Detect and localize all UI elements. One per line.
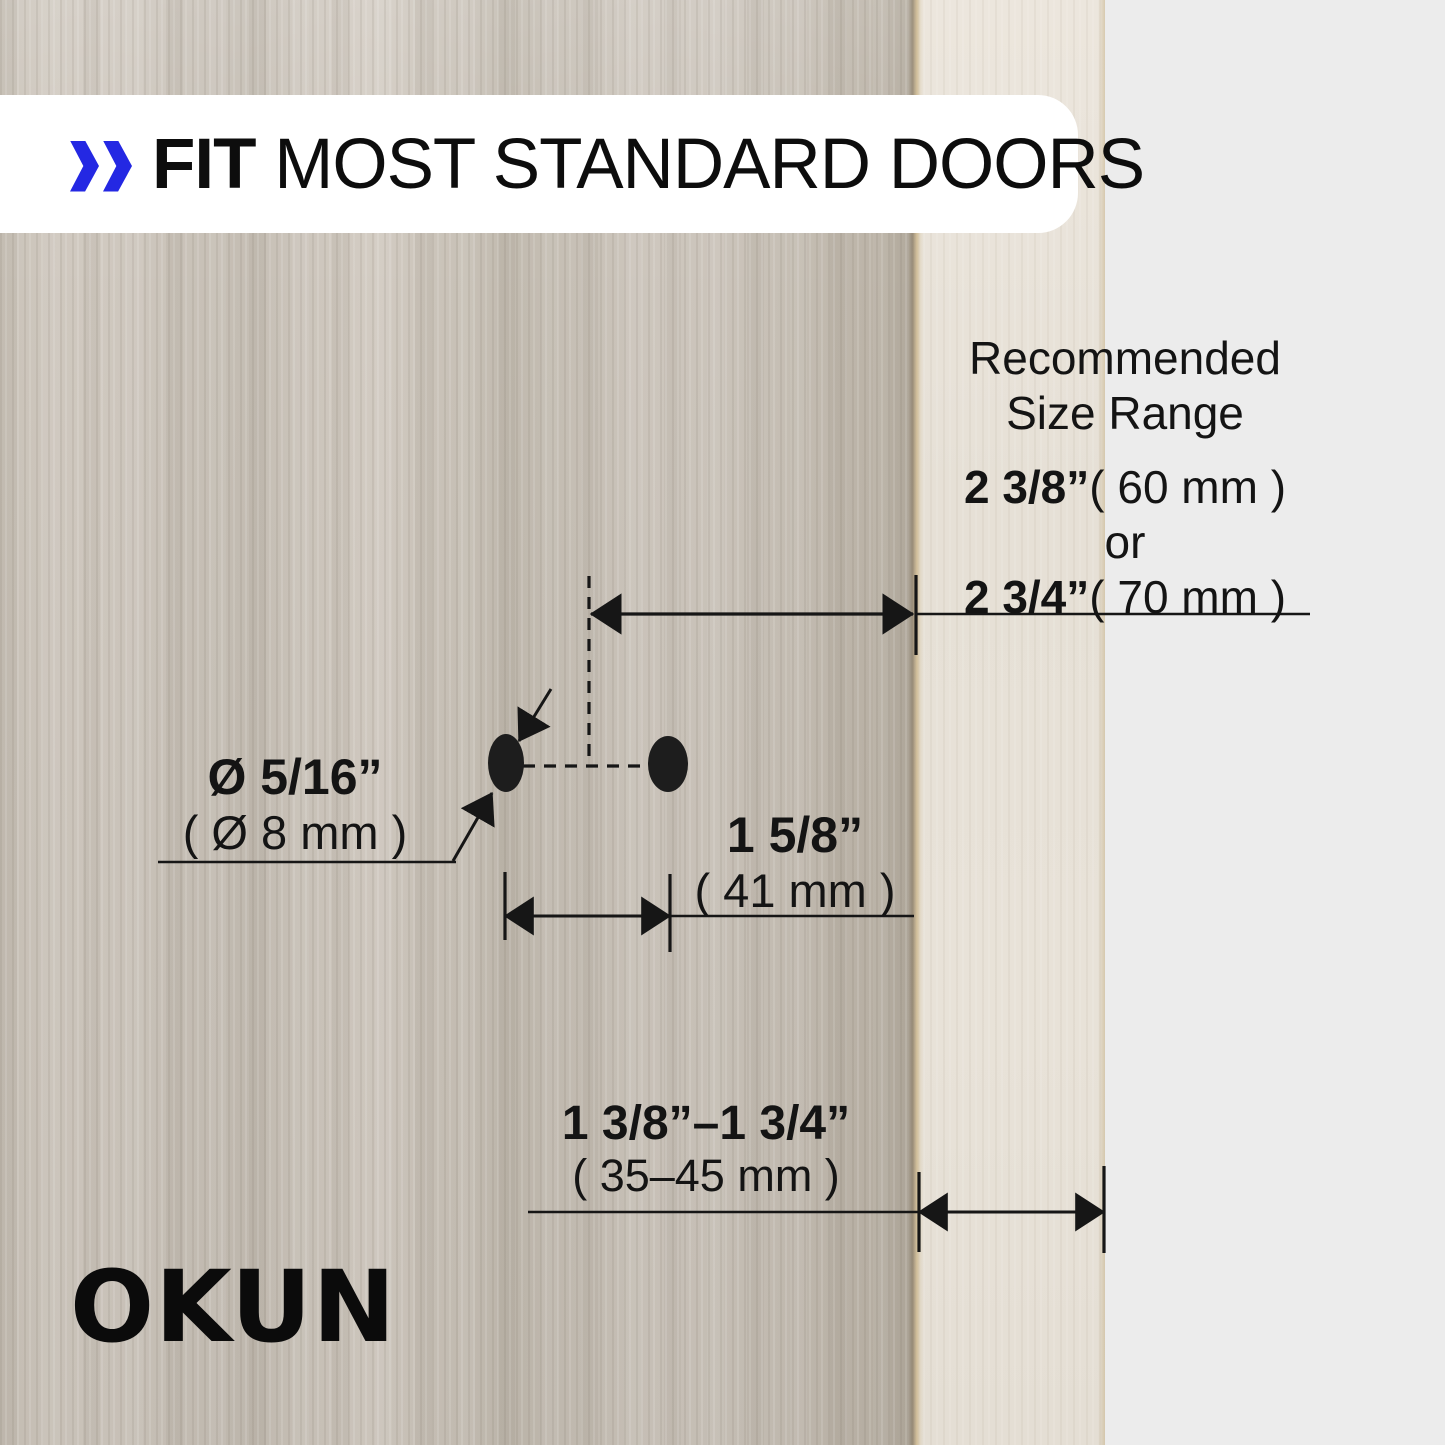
- hole-diameter-inches: Ø 5/16”: [207, 749, 383, 805]
- size-range-title-line2: Size Range: [1006, 387, 1244, 439]
- hole-diameter-label: Ø 5/16” ( Ø 8 mm ): [133, 750, 457, 860]
- hole-spacing-label: 1 5/8” ( 41 mm ): [650, 808, 940, 918]
- background: [1105, 0, 1445, 1445]
- recommended-size-range: Recommended Size Range 2 3/8”( 60 mm ) o…: [920, 331, 1330, 625]
- page-title-rest: MOST STANDARD DOORS: [255, 124, 1145, 204]
- heading-banner: FIT MOST STANDARD DOORS: [0, 95, 1145, 233]
- size-option-2: 2 3/4”( 70 mm ): [920, 570, 1330, 625]
- door-edge-boundary: [908, 0, 924, 1445]
- hole-diameter-metric: ( Ø 8 mm ): [182, 806, 408, 859]
- size-option-2-metric: ( 70 mm ): [1089, 571, 1287, 623]
- door-thickness-label: 1 3/8”–1 3/4” ( 35–45 mm ): [550, 1098, 862, 1202]
- hole-spacing-inches: 1 5/8”: [726, 807, 864, 863]
- size-option-1: 2 3/8”( 60 mm ): [920, 460, 1330, 515]
- door-thickness-inches: 1 3/8”–1 3/4”: [561, 1097, 851, 1150]
- size-option-1-metric: ( 60 mm ): [1089, 461, 1287, 513]
- door-face-photo: [0, 0, 917, 1445]
- size-option-2-inches: 2 3/4”: [963, 571, 1090, 623]
- size-option-or: or: [1104, 516, 1146, 568]
- size-range-title-line1: Recommended: [969, 332, 1281, 384]
- page-title-emphasis: FIT: [152, 124, 256, 204]
- hole-spacing-metric: ( 41 mm ): [694, 864, 896, 917]
- page-title: FIT MOST STANDARD DOORS: [152, 124, 1145, 205]
- size-option-1-inches: 2 3/8”: [963, 461, 1090, 513]
- brand-logo: OKUN: [70, 1250, 397, 1365]
- double-chevron-right-icon: [70, 140, 132, 192]
- door-thickness-metric: ( 35–45 mm ): [572, 1150, 840, 1201]
